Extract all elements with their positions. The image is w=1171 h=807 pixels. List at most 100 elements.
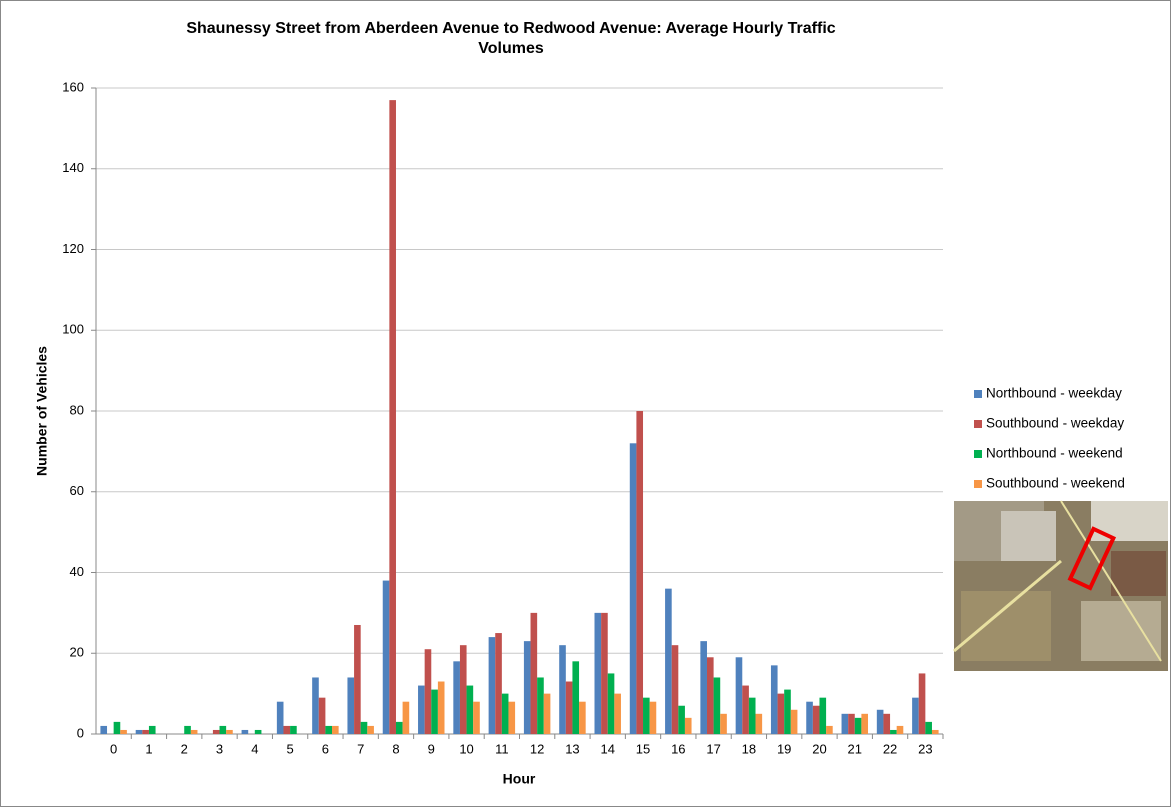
- bar: [643, 698, 650, 734]
- bar: [431, 690, 438, 734]
- bar: [614, 694, 621, 734]
- bar: [537, 677, 544, 734]
- bar: [396, 722, 403, 734]
- y-tick-label: 0: [77, 725, 84, 740]
- x-tick-label: 11: [495, 741, 509, 756]
- bar: [460, 645, 467, 734]
- bar: [601, 613, 608, 734]
- bar: [438, 682, 445, 734]
- bar: [367, 726, 374, 734]
- bar: [784, 690, 791, 734]
- bar: [806, 702, 813, 734]
- x-tick-label: 14: [600, 741, 614, 756]
- bar: [672, 645, 679, 734]
- bar: [897, 726, 904, 734]
- x-tick-label: 4: [251, 741, 258, 756]
- bar: [736, 657, 743, 734]
- bar: [283, 726, 290, 734]
- y-tick-label: 80: [70, 402, 84, 417]
- bar: [544, 694, 551, 734]
- bar: [425, 649, 432, 734]
- map-thumbnail: [954, 501, 1168, 671]
- x-tick-label: 7: [357, 741, 364, 756]
- bar: [114, 722, 121, 734]
- legend-swatch: [974, 390, 982, 398]
- bar: [142, 730, 149, 734]
- legend-swatch: [974, 480, 982, 488]
- x-tick-label: 9: [428, 741, 435, 756]
- y-tick-label: 20: [70, 645, 84, 660]
- legend-swatch: [974, 420, 982, 428]
- bar: [361, 722, 368, 734]
- chart-title: Shaunessy Street from Aberdeen Avenue to…: [161, 19, 861, 59]
- x-tick-label: 1: [145, 741, 152, 756]
- bar: [489, 637, 496, 734]
- bar: [531, 613, 538, 734]
- bar: [319, 698, 326, 734]
- legend-swatch: [974, 450, 982, 458]
- bar: [120, 730, 127, 734]
- bar: [508, 702, 515, 734]
- bar: [912, 698, 919, 734]
- bar: [290, 726, 297, 734]
- bar: [861, 714, 868, 734]
- x-tick-label: 3: [216, 741, 223, 756]
- bar: [277, 702, 284, 734]
- bar: [572, 661, 579, 734]
- x-tick-label: 10: [459, 741, 473, 756]
- bar: [819, 698, 826, 734]
- bar: [389, 100, 396, 734]
- legend-label: Southbound - weekend: [986, 476, 1125, 491]
- bar: [100, 726, 107, 734]
- bar: [749, 698, 756, 734]
- x-tick-label: 6: [322, 741, 329, 756]
- y-tick-label: 140: [62, 160, 84, 175]
- bar: [354, 625, 361, 734]
- bar: [242, 730, 249, 734]
- bar: [608, 673, 615, 734]
- x-tick-label: 18: [742, 741, 756, 756]
- x-tick-label: 22: [883, 741, 897, 756]
- bar: [665, 589, 672, 734]
- y-axis-label: Number of Vehicles: [34, 346, 50, 476]
- bar: [890, 730, 897, 734]
- bar: [255, 730, 262, 734]
- bar: [700, 641, 707, 734]
- bar: [742, 686, 749, 734]
- bar: [778, 694, 785, 734]
- legend-label: Northbound - weekend: [986, 446, 1123, 461]
- bar: [579, 702, 586, 734]
- bar: [403, 702, 410, 734]
- bar: [467, 686, 474, 734]
- bar: [707, 657, 714, 734]
- x-tick-label: 17: [706, 741, 720, 756]
- bar: [883, 714, 890, 734]
- x-tick-label: 8: [392, 741, 399, 756]
- x-tick-label: 19: [777, 741, 791, 756]
- bar: [650, 702, 657, 734]
- bar: [594, 613, 601, 734]
- bar: [559, 645, 566, 734]
- x-axis-label: Hour: [503, 771, 536, 787]
- bar: [720, 714, 727, 734]
- bar: [678, 706, 685, 734]
- bar: [566, 682, 573, 734]
- bar: [213, 730, 220, 734]
- bar: [347, 677, 354, 734]
- y-tick-label: 100: [62, 322, 84, 337]
- legend-label: Southbound - weekday: [986, 416, 1124, 431]
- bar: [848, 714, 855, 734]
- bar: [636, 411, 643, 734]
- bar: [714, 677, 721, 734]
- bar: [184, 726, 191, 734]
- bar: [453, 661, 460, 734]
- x-tick-label: 2: [181, 741, 188, 756]
- bar: [932, 730, 939, 734]
- bar: [502, 694, 509, 734]
- y-tick-label: 120: [62, 241, 84, 256]
- bar: [813, 706, 820, 734]
- bar: [495, 633, 502, 734]
- x-tick-label: 12: [530, 741, 544, 756]
- bar: [149, 726, 156, 734]
- bar: [136, 730, 143, 734]
